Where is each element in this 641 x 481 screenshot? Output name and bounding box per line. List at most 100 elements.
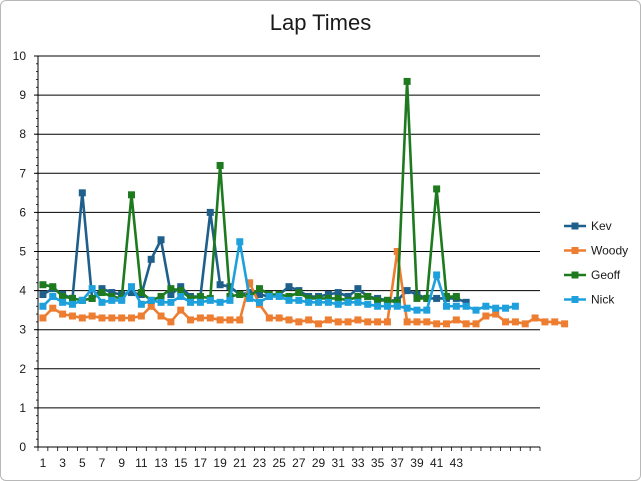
data-point bbox=[39, 314, 47, 322]
data-point bbox=[315, 320, 323, 328]
data-point bbox=[167, 291, 175, 299]
data-point bbox=[315, 298, 323, 306]
data-point bbox=[295, 318, 303, 326]
data-point bbox=[88, 285, 96, 293]
data-point bbox=[236, 291, 244, 299]
data-point bbox=[462, 298, 470, 306]
data-point bbox=[187, 316, 195, 324]
legend-marker bbox=[571, 247, 579, 254]
data-point bbox=[452, 316, 460, 324]
data-point bbox=[364, 292, 372, 300]
data-point bbox=[39, 291, 47, 299]
data-point bbox=[344, 298, 352, 306]
data-point bbox=[206, 208, 214, 216]
data-point bbox=[472, 320, 480, 328]
data-point bbox=[157, 312, 165, 320]
data-point bbox=[393, 298, 401, 306]
x-tick-label: 7 bbox=[99, 456, 106, 470]
data-point bbox=[49, 304, 57, 312]
data-point bbox=[374, 302, 382, 310]
data-point bbox=[295, 289, 303, 297]
data-point bbox=[324, 294, 332, 302]
data-point bbox=[442, 320, 450, 328]
data-point bbox=[442, 292, 450, 300]
data-point bbox=[364, 300, 372, 308]
data-point bbox=[157, 236, 165, 244]
data-point bbox=[531, 314, 539, 322]
data-point bbox=[147, 255, 155, 263]
legend-item-kev: Kev bbox=[564, 219, 612, 233]
x-tick-label: 25 bbox=[272, 456, 286, 470]
data-point bbox=[236, 316, 244, 324]
y-tick-label: 5 bbox=[19, 245, 26, 259]
data-point bbox=[98, 285, 106, 293]
data-point bbox=[157, 292, 165, 300]
data-point bbox=[108, 292, 116, 300]
x-tick-label: 23 bbox=[253, 456, 267, 470]
data-point bbox=[403, 304, 411, 312]
data-point bbox=[442, 302, 450, 310]
data-point bbox=[561, 320, 569, 328]
data-point bbox=[344, 292, 352, 300]
series-kev bbox=[39, 189, 470, 306]
data-point bbox=[128, 314, 136, 322]
x-tick-label: 1 bbox=[40, 456, 47, 470]
data-point bbox=[226, 296, 234, 304]
data-point bbox=[383, 296, 391, 304]
series-lines bbox=[39, 77, 569, 328]
data-point bbox=[147, 302, 155, 310]
data-point bbox=[98, 289, 106, 297]
data-point bbox=[78, 296, 86, 304]
data-point bbox=[452, 302, 460, 310]
data-point bbox=[236, 238, 244, 246]
data-point bbox=[128, 283, 136, 291]
data-point bbox=[295, 296, 303, 304]
data-point bbox=[285, 316, 293, 324]
data-point bbox=[393, 248, 401, 255]
x-tick-label: 3 bbox=[59, 456, 66, 470]
data-point bbox=[452, 292, 460, 300]
data-point bbox=[334, 294, 342, 302]
data-point bbox=[383, 302, 391, 310]
data-point bbox=[541, 318, 549, 326]
data-point bbox=[433, 320, 441, 328]
data-point bbox=[364, 318, 372, 326]
data-point bbox=[68, 300, 76, 308]
data-point bbox=[68, 312, 76, 320]
data-point bbox=[521, 320, 529, 328]
series-nick bbox=[39, 238, 519, 314]
x-tick-label: 19 bbox=[213, 456, 227, 470]
data-point bbox=[255, 285, 263, 293]
data-point bbox=[393, 302, 401, 310]
x-tick-label: 21 bbox=[233, 456, 247, 470]
data-point bbox=[177, 287, 185, 295]
data-point bbox=[492, 304, 500, 312]
data-point bbox=[502, 304, 510, 312]
y-tick-label: 7 bbox=[19, 166, 26, 180]
data-point bbox=[167, 285, 175, 293]
data-point bbox=[413, 294, 421, 302]
data-point bbox=[78, 189, 86, 197]
legend-marker bbox=[571, 271, 579, 279]
data-point bbox=[196, 298, 204, 306]
data-point bbox=[177, 306, 185, 314]
x-tick-label: 15 bbox=[174, 456, 188, 470]
data-point bbox=[147, 296, 155, 304]
data-point bbox=[305, 294, 313, 302]
data-point bbox=[167, 318, 175, 326]
x-tick-label: 5 bbox=[79, 456, 86, 470]
data-point bbox=[59, 298, 67, 306]
data-point bbox=[78, 314, 86, 322]
data-point bbox=[433, 185, 441, 193]
data-point bbox=[334, 289, 342, 297]
data-point bbox=[118, 296, 126, 304]
y-tick-label: 6 bbox=[19, 205, 26, 219]
data-point bbox=[344, 318, 352, 326]
y-tick-label: 2 bbox=[19, 362, 26, 376]
data-point bbox=[354, 285, 362, 293]
x-tick-label: 37 bbox=[391, 456, 405, 470]
data-point bbox=[462, 320, 470, 328]
data-point bbox=[255, 298, 263, 306]
data-point bbox=[374, 318, 382, 326]
legend-marker bbox=[571, 296, 579, 303]
